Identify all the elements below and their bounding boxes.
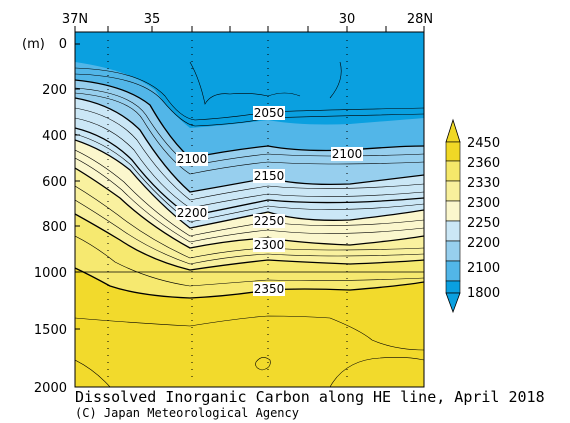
- legend-swatch: [445, 240, 461, 262]
- y-tick-label: 0: [59, 37, 67, 52]
- contour-label-box: [176, 206, 208, 220]
- contour-label-2050: 2050: [254, 106, 285, 120]
- band-1800-2050: [75, 32, 424, 128]
- legend-swatch: [445, 260, 461, 282]
- contour-label-box: [253, 106, 285, 120]
- x-tick-label: 30: [339, 12, 356, 27]
- contour-label-box: [253, 214, 285, 228]
- legend-colorbar: 2450 2360 2330 2300 2250 2200 2100 1800: [445, 118, 500, 314]
- legend-swatch: [445, 160, 461, 182]
- y-tick-label: 1000: [34, 266, 67, 281]
- top-axis-ticks: [74, 26, 425, 32]
- contour-label-box: [331, 147, 363, 161]
- legend-bottom-arrow: [445, 292, 461, 314]
- contour-label-2300: 2300: [254, 238, 285, 252]
- legend-label: 2330: [467, 176, 500, 191]
- contour-label-2100-b: 2100: [332, 147, 363, 161]
- y-tick-label: 200: [42, 83, 67, 98]
- chart-title: Dissolved Inorganic Carbon along HE line…: [75, 388, 545, 406]
- legend-swatch: [445, 180, 461, 202]
- legend-label: 2300: [467, 196, 500, 211]
- contour-label-box: [253, 238, 285, 252]
- y-tick-label: 1500: [34, 323, 67, 338]
- contour-2350: [75, 267, 424, 299]
- contour-label-box: [176, 152, 208, 166]
- legend-label: 2100: [467, 261, 500, 276]
- contour-fill-layer: [75, 32, 424, 387]
- contour-2100: [75, 97, 424, 193]
- chart-credit: (C) Japan Meteorological Agency: [75, 406, 299, 420]
- contour-2250: [75, 167, 424, 249]
- contour-label-2150: 2150: [254, 169, 285, 183]
- contour-2200: [75, 139, 424, 229]
- legend-label: 2250: [467, 216, 500, 231]
- contour-label-box: [253, 282, 285, 296]
- legend-swatch: [445, 141, 461, 162]
- contour-label-2350: 2350: [254, 282, 285, 296]
- contour-label-2250: 2250: [254, 214, 285, 228]
- legend-top-arrow: [445, 118, 461, 143]
- plot-frame: [74, 31, 425, 388]
- contour-label-2100-a: 2100: [177, 152, 208, 166]
- y-axis-ticks: [75, 43, 80, 388]
- contour-label-2200: 2200: [177, 206, 208, 220]
- legend-label: 2360: [467, 156, 500, 171]
- contour-labels: 2050 2100 2100 2150 2200 2250 2300 2350: [176, 106, 363, 296]
- y-tick-label: 800: [42, 220, 67, 235]
- x-tick-label: 28N: [407, 12, 433, 27]
- legend-label: 2200: [467, 236, 500, 251]
- legend-label: 1800: [467, 286, 500, 301]
- y-tick-label: 2000: [34, 381, 67, 396]
- contour-label-box: [253, 169, 285, 183]
- legend-swatch: [445, 200, 461, 222]
- y-tick-label: 600: [42, 175, 67, 190]
- station-markers: [107, 40, 348, 380]
- legend-swatch: [445, 220, 461, 242]
- x-tick-label: 35: [144, 12, 161, 27]
- legend-label: 2450: [467, 136, 500, 151]
- legend-swatch: [445, 280, 461, 294]
- y-tick-label: 400: [42, 129, 67, 144]
- x-tick-label: 37N: [62, 12, 88, 27]
- y-unit-label: (m): [22, 37, 45, 52]
- contour-2300: [75, 213, 424, 271]
